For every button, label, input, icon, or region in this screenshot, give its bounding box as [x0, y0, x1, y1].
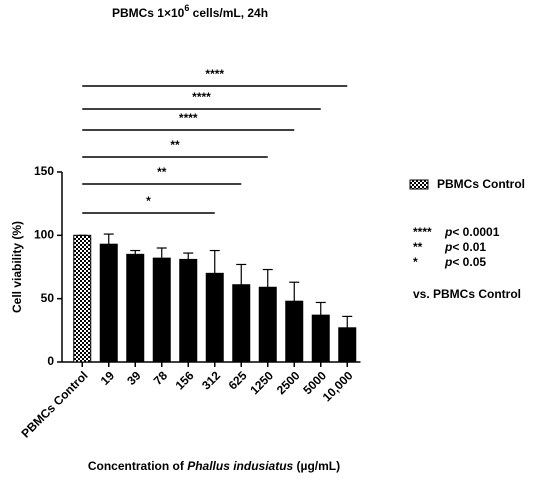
key-p: p — [444, 240, 452, 254]
x-axis-label: Concentration of Phallus indusiatus (µg/… — [88, 459, 340, 473]
bar — [205, 272, 224, 363]
significance-label: * — [146, 194, 151, 208]
legend-label: PBMCs Control — [437, 177, 525, 191]
error-bar — [103, 233, 114, 245]
y-axis-label: Cell viability (%) — [10, 221, 24, 313]
x-tick-label: 1250 — [247, 368, 276, 397]
x-tick-label: 78 — [151, 368, 171, 388]
error-bar — [315, 301, 326, 316]
significance-label: ** — [170, 138, 180, 152]
error-bar — [289, 281, 300, 302]
key-threshold: p< 0.05 — [444, 255, 486, 269]
error-bar — [156, 247, 167, 259]
error-bar — [183, 252, 194, 260]
key-note: vs. PBMCs Control — [413, 287, 521, 301]
y-tick-label: 150 — [34, 164, 54, 178]
bar — [285, 300, 304, 363]
error-bar — [130, 249, 141, 255]
y-tick-label: 50 — [41, 291, 55, 305]
key-stars: **** — [413, 225, 432, 239]
x-tick-label: 625 — [226, 368, 250, 392]
legend-swatch — [409, 179, 429, 190]
x-tick-label: 10,000 — [320, 368, 356, 404]
x-tick-label: 312 — [199, 368, 223, 392]
key-threshold: p< 0.01 — [444, 240, 486, 254]
bar — [258, 286, 277, 363]
error-bar — [342, 315, 353, 328]
error-bar — [209, 249, 220, 274]
bar — [232, 284, 251, 363]
bar — [338, 327, 357, 363]
x-tick-label: 2500 — [274, 368, 303, 397]
x-tick-label: 19 — [98, 368, 118, 388]
y-tick-label: 0 — [47, 354, 54, 368]
significance-label: **** — [205, 67, 224, 81]
bar — [126, 253, 145, 363]
key-stars: ** — [413, 240, 423, 254]
error-bar — [236, 263, 247, 285]
bar — [73, 234, 92, 363]
key-value: < 0.05 — [452, 255, 486, 269]
bar — [311, 314, 330, 363]
bar — [152, 257, 171, 363]
x-tick-label: PBMCs Control — [18, 368, 90, 440]
key-value: < 0.0001 — [452, 225, 499, 239]
y-tick-label: 100 — [34, 228, 54, 242]
bar — [179, 258, 198, 363]
key-threshold: p< 0.0001 — [444, 225, 500, 239]
error-bar — [262, 268, 273, 288]
chart-title: PBMCs 1×106 cells/mL, 24h — [112, 3, 268, 20]
key-p: p — [444, 255, 452, 269]
significance-label: **** — [192, 90, 211, 104]
x-tick-label: 156 — [173, 368, 197, 392]
key-stars: * — [413, 255, 418, 269]
x-tick-label: 39 — [124, 368, 144, 388]
significance-label: ** — [157, 165, 167, 179]
key-p: p — [444, 225, 452, 239]
significance-label: **** — [179, 111, 198, 125]
key-value: < 0.01 — [452, 240, 486, 254]
bar — [99, 243, 118, 363]
